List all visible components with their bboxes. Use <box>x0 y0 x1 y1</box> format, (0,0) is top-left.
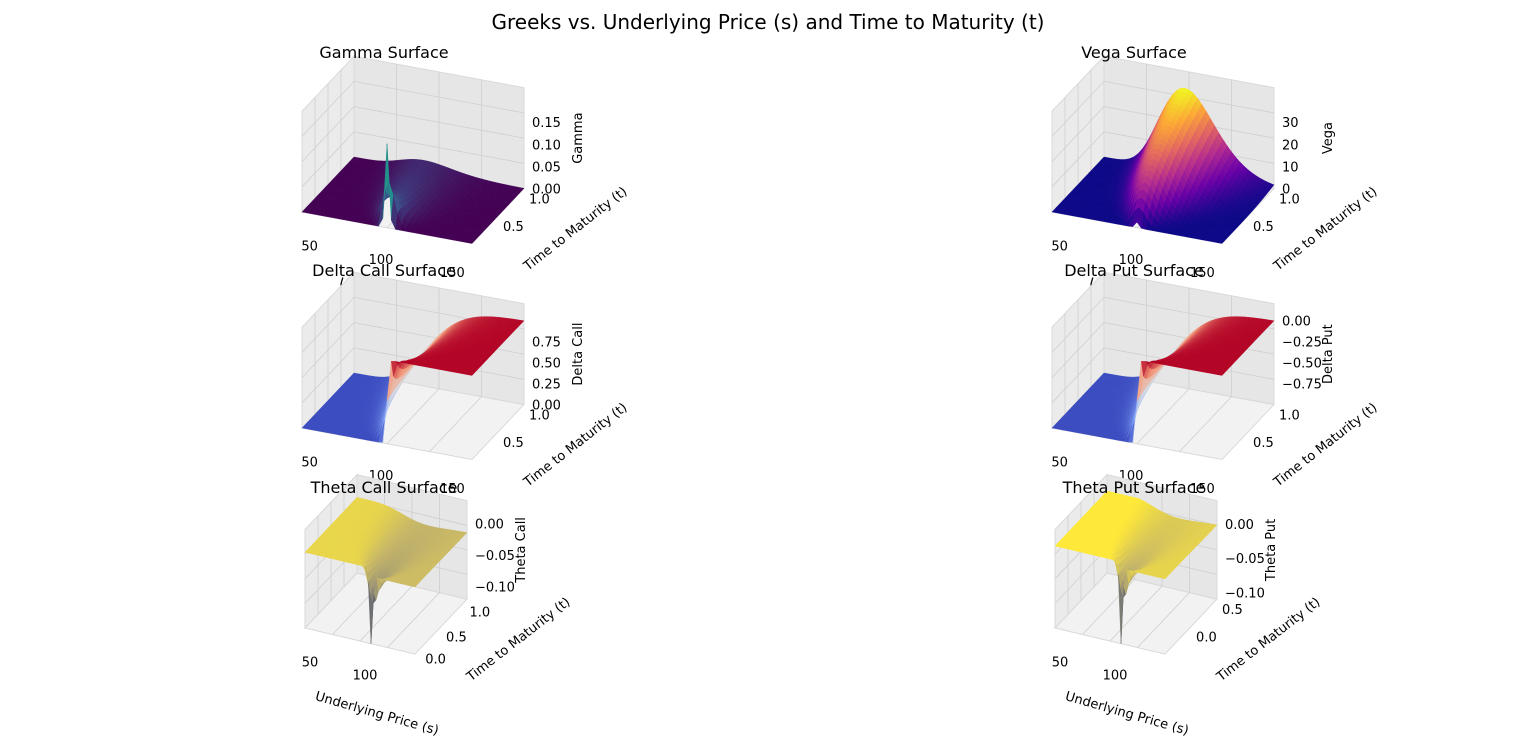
grid-line <box>301 131 525 188</box>
z-tick-label: −0.50 <box>1282 357 1322 372</box>
subplot-title: Delta Put Surface <box>1064 261 1204 280</box>
x-axis-label: Underlying Price (s) <box>313 689 440 739</box>
grid-line <box>1051 106 1275 162</box>
z-tick-label: −0.10 <box>475 580 515 595</box>
y-tick-label: 0.0 <box>425 652 446 667</box>
z-axis-label: Delta Put <box>1321 324 1336 384</box>
z-tick-label: 0 <box>1282 183 1290 198</box>
grid-line <box>1051 80 1275 137</box>
z-tick-label: 0.25 <box>532 378 561 393</box>
z-tick-label: 0.75 <box>532 336 561 351</box>
x-tick-label: 150 <box>440 266 465 281</box>
z-tick-label: 20 <box>1282 138 1299 153</box>
subplot-title: Vega Surface <box>1081 43 1187 62</box>
y-tick-label: 0.5 <box>1253 220 1274 235</box>
z-axis-label: Theta Call <box>514 517 529 584</box>
y-tick-label: 0.5 <box>1253 436 1274 451</box>
z-tick-label: 0.15 <box>532 116 561 131</box>
z-tick-label: −0.75 <box>1282 378 1322 393</box>
z-tick-label: −0.05 <box>475 549 515 564</box>
z-tick-label: 0.00 <box>1282 315 1311 330</box>
figure-title: Greeks vs. Underlying Price (s) and Time… <box>491 10 1045 34</box>
y-tick-label: 1.0 <box>529 192 550 207</box>
x-tick-label: 50 <box>301 240 318 255</box>
z-tick-label: 0.00 <box>475 517 504 532</box>
z-tick-label: 0.50 <box>532 357 561 372</box>
surface-patch <box>467 240 475 244</box>
y-tick-label: 0.5 <box>446 630 467 645</box>
subplot-0: 501001500.51.00.000.050.100.15Underlying… <box>301 43 630 325</box>
subplot-title: Theta Call Surface <box>310 478 458 497</box>
z-axis-label: Delta Call <box>571 323 586 386</box>
y-tick-label: 1.0 <box>469 606 490 621</box>
grid-line <box>301 80 525 137</box>
z-tick-label: 0.05 <box>532 160 561 175</box>
z-tick-label: 0.10 <box>532 138 561 153</box>
x-tick-label: 50 <box>1051 240 1068 255</box>
z-tick-label: 0.00 <box>532 399 561 414</box>
subplot-4: 50 100 0.00.51.0 0.00 −0.05 −0.10 Underlying P… <box>302 473 573 739</box>
subplot-title: Gamma Surface <box>319 43 448 62</box>
x-tick-label: 50 <box>301 456 318 471</box>
z-tick-label: −0.25 <box>1282 336 1322 351</box>
x-tick-label: 50 <box>1051 456 1068 471</box>
subplot-title: Delta Call Surface <box>312 261 456 280</box>
z-tick-label: 0.00 <box>532 183 561 198</box>
z-axis-label: Vega <box>1321 122 1336 154</box>
z-axis-label: Gamma <box>571 112 586 163</box>
y-tick-label: 0.5 <box>503 220 524 235</box>
x-tick-label: 100 <box>369 253 394 268</box>
z-tick-label: 30 <box>1282 116 1299 131</box>
x-tick-label: 100 <box>353 669 378 684</box>
z-tick-label: 10 <box>1282 160 1299 175</box>
y-tick-label: 0.5 <box>503 436 524 451</box>
y-tick-label: 1.0 <box>1279 408 1300 423</box>
grid-line <box>301 106 525 162</box>
x-tick-label: 50 <box>302 656 319 671</box>
